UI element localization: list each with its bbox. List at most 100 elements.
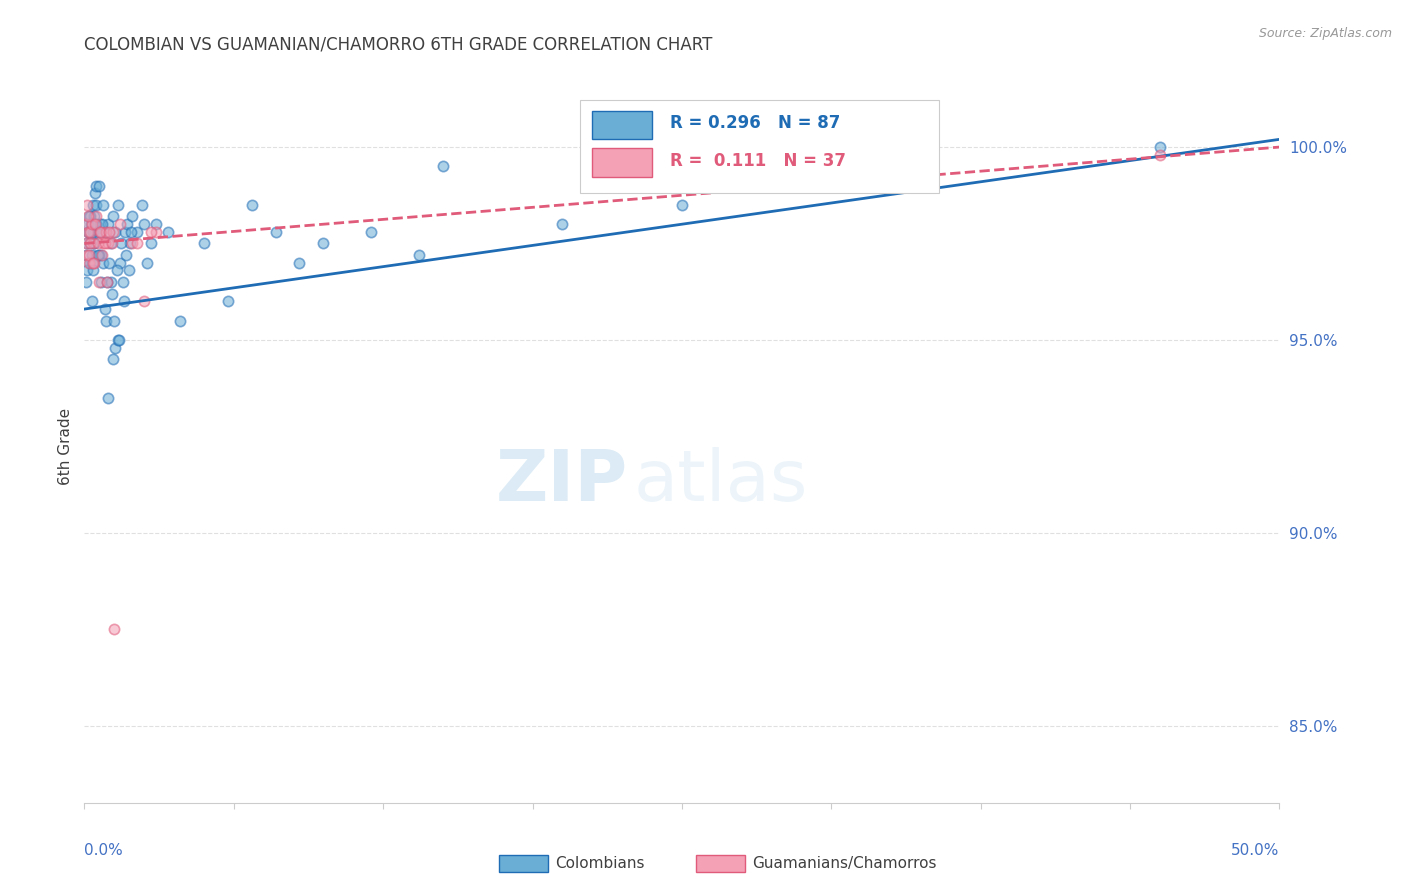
Point: [97, 217, 120, 231]
Point: [112, 294, 135, 309]
Point: [75, 248, 97, 262]
Point: [80, 256, 103, 270]
Point: [86, 217, 108, 231]
Point: [79, 225, 101, 239]
Point: [77, 225, 100, 239]
Text: R =  0.111   N = 37: R = 0.111 N = 37: [669, 152, 846, 169]
Point: [312, 236, 335, 251]
Point: [107, 198, 129, 212]
Point: [132, 217, 156, 231]
Y-axis label: 6th Grade: 6th Grade: [58, 408, 73, 484]
Text: R = 0.296   N = 87: R = 0.296 N = 87: [669, 114, 841, 132]
Point: [98, 256, 121, 270]
Point: [103, 622, 125, 636]
Point: [82, 236, 104, 251]
Text: COLOMBIAN VS GUAMANIAN/CHAMORRO 6TH GRADE CORRELATION CHART: COLOMBIAN VS GUAMANIAN/CHAMORRO 6TH GRAD…: [84, 36, 713, 54]
FancyBboxPatch shape: [592, 148, 652, 177]
Point: [79, 210, 101, 224]
Text: Colombians: Colombians: [555, 856, 645, 871]
Point: [145, 225, 167, 239]
Point: [217, 294, 239, 309]
Point: [76, 198, 98, 212]
Point: [79, 236, 101, 251]
Point: [108, 333, 131, 347]
Point: [94, 313, 117, 327]
Point: [93, 301, 115, 316]
Point: [103, 313, 125, 327]
FancyBboxPatch shape: [592, 111, 652, 139]
Text: Source: ZipAtlas.com: Source: ZipAtlas.com: [1258, 27, 1392, 40]
Point: [84, 178, 107, 193]
Point: [101, 286, 124, 301]
Point: [75, 236, 97, 251]
Text: 0.0%: 0.0%: [84, 843, 124, 858]
Point: [89, 225, 111, 239]
Point: [82, 256, 104, 270]
Text: Guamanians/Chamorros: Guamanians/Chamorros: [752, 856, 936, 871]
Point: [105, 263, 128, 277]
Text: ZIP: ZIP: [496, 447, 628, 516]
Point: [157, 225, 180, 239]
Point: [76, 248, 98, 262]
Point: [77, 210, 100, 224]
FancyBboxPatch shape: [581, 100, 939, 193]
Point: [79, 256, 101, 270]
Point: [120, 225, 142, 239]
Point: [288, 256, 311, 270]
Point: [101, 210, 124, 224]
Point: [131, 198, 153, 212]
Point: [91, 248, 114, 262]
Point: [104, 225, 127, 239]
Point: [114, 225, 136, 239]
Point: [100, 236, 122, 251]
Text: atlas: atlas: [634, 447, 808, 516]
Point: [86, 236, 108, 251]
Point: [135, 256, 157, 270]
Point: [83, 236, 105, 251]
Point: [671, 198, 693, 212]
Point: [90, 248, 112, 262]
Point: [110, 256, 132, 270]
Point: [125, 236, 148, 251]
Point: [89, 217, 111, 231]
Point: [193, 236, 215, 251]
Point: [79, 236, 101, 251]
Point: [87, 178, 110, 193]
Point: [90, 275, 112, 289]
Point: [86, 225, 108, 239]
Point: [94, 225, 117, 239]
Point: [121, 236, 143, 251]
Point: [87, 275, 110, 289]
Point: [118, 236, 141, 251]
Point: [77, 210, 100, 224]
Point: [93, 198, 115, 212]
Point: [77, 217, 100, 231]
Point: [89, 225, 111, 239]
Point: [87, 248, 110, 262]
Point: [96, 275, 118, 289]
Point: [93, 236, 115, 251]
Point: [93, 236, 115, 251]
Point: [117, 217, 139, 231]
Point: [76, 263, 98, 277]
Point: [83, 236, 105, 251]
Point: [96, 275, 118, 289]
Point: [104, 341, 127, 355]
Point: [1149, 140, 1171, 154]
Point: [77, 248, 100, 262]
Point: [551, 217, 574, 231]
Point: [125, 225, 148, 239]
Point: [107, 333, 129, 347]
Point: [80, 217, 103, 231]
Point: [408, 248, 430, 262]
Point: [101, 236, 124, 251]
Point: [84, 217, 107, 231]
Point: [86, 198, 108, 212]
Point: [117, 263, 139, 277]
Point: [101, 352, 124, 367]
Point: [80, 294, 103, 309]
Point: [1149, 148, 1171, 162]
Point: [110, 236, 132, 251]
Point: [141, 236, 163, 251]
Point: [82, 263, 104, 277]
